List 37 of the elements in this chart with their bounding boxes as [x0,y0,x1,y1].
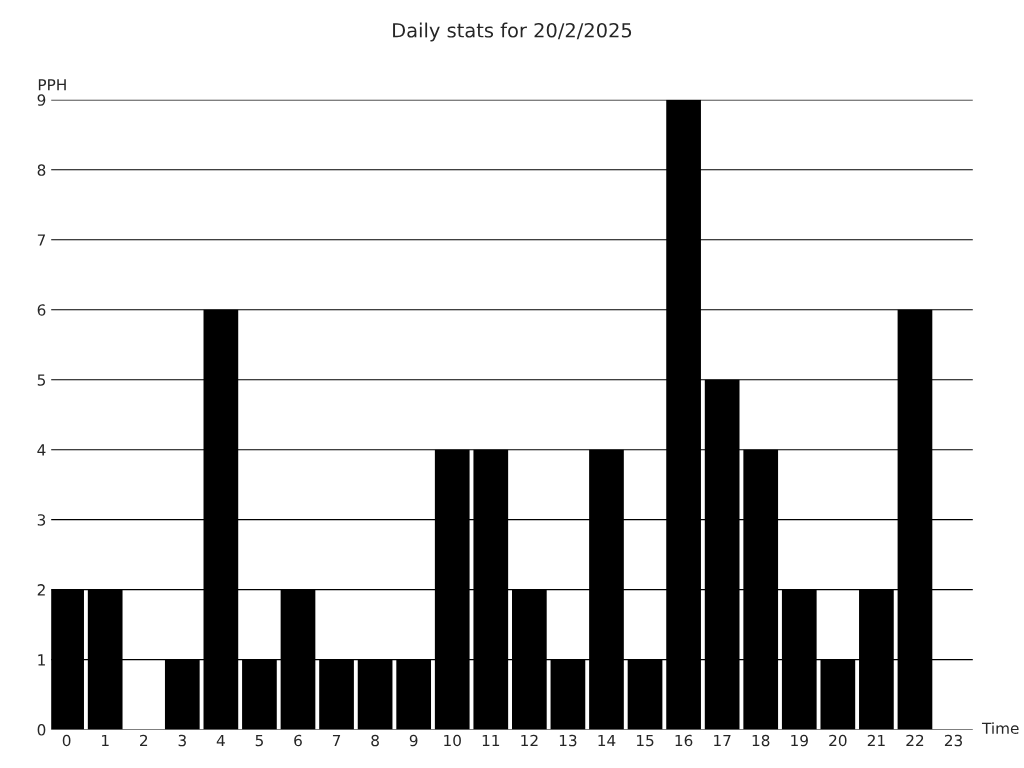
y-tick-label: 4 [37,444,46,456]
x-tick-label: 14 [598,734,616,747]
x-tick-label: 15 [636,734,654,747]
chart-title: Daily stats for 20/2/2025 [393,22,632,42]
x-tick-label: 8 [371,734,379,747]
x-tick-label: 11 [482,734,500,747]
x-axis-title: Time [981,722,1019,735]
x-tick-label: 5 [255,734,263,747]
y-tick-label: 8 [37,164,46,176]
x-tick-label: 22 [906,734,924,747]
x-tick-label: 6 [294,734,302,747]
x-tick-label: 1 [102,734,109,747]
x-tick-label: 13 [559,734,577,747]
x-tick-label: 4 [216,734,225,747]
x-tick-label: 19 [791,734,808,747]
x-tick-label: 20 [829,734,847,747]
y-tick-label: 0 [37,724,46,736]
x-tick-label: 12 [521,734,538,747]
y-tick-label: 6 [37,304,46,316]
x-tick-label: 3 [178,734,186,747]
y-tick-label: 5 [37,374,45,386]
x-tick-label: 16 [675,734,693,747]
x-tick-label: 9 [409,734,418,747]
y-tick-label: 7 [37,234,46,246]
x-tick-label: 0 [62,734,71,747]
y-tick-label: 3 [37,514,46,526]
x-tick-label: 2 [140,734,148,747]
y-tick-label: 2 [37,584,45,596]
x-tick-label: 21 [867,734,885,747]
y-tick-label: 9 [37,94,46,106]
y-tick-label: 1 [38,654,45,666]
y-axis-title: PPH [38,79,66,91]
x-tick-label: 10 [444,734,461,747]
x-tick-label: 17 [714,734,731,747]
x-tick-label: 23 [944,734,963,747]
x-tick-label: 7 [332,734,341,747]
x-tick-label: 18 [752,734,770,747]
